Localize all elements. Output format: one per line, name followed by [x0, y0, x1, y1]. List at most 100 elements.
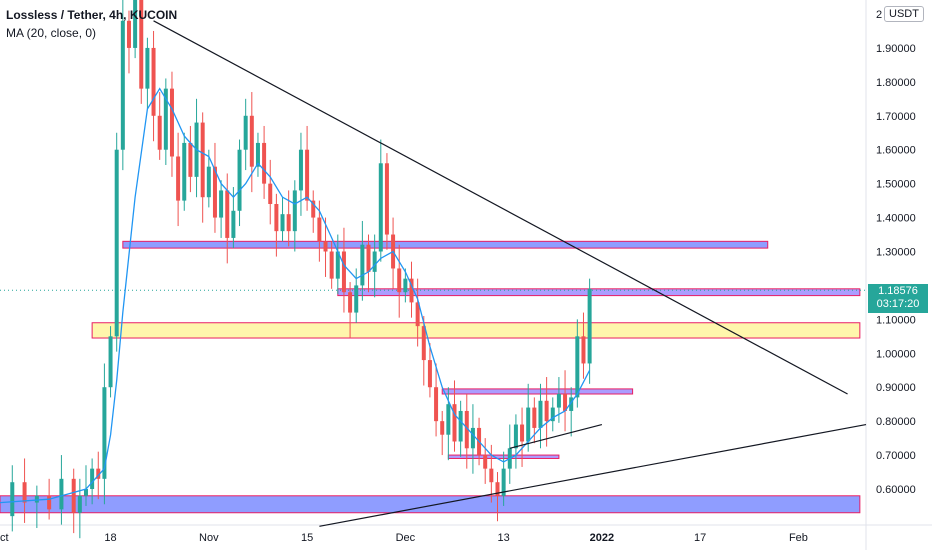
candle-body: [489, 468, 494, 483]
y-tick-label: 1.10000: [876, 314, 916, 326]
candle-body: [102, 387, 107, 479]
x-tick-label: 17: [694, 532, 706, 544]
currency-button[interactable]: USDT: [884, 6, 924, 22]
candle-body: [255, 142, 260, 167]
candle-body: [120, 20, 125, 150]
candle-body: [360, 244, 365, 286]
candle-body: [71, 478, 76, 513]
candle-body: [427, 360, 432, 388]
candle-body: [483, 455, 488, 469]
candle-body: [403, 278, 408, 293]
candle-body: [354, 285, 359, 313]
candle-body: [317, 217, 322, 242]
x-tick-label: Feb: [789, 532, 808, 544]
y-tick-label: 0.70000: [876, 450, 916, 462]
x-tick-label: 15: [301, 532, 313, 544]
zone-0: [122, 240, 769, 249]
y-tick-label: 0.60000: [876, 484, 916, 496]
candle-body: [151, 47, 156, 116]
candle-body: [513, 424, 518, 449]
candle-body: [145, 47, 150, 89]
chart-title: Lossless / Tether, 4h, KUCOIN: [6, 8, 178, 22]
candle-body: [329, 251, 334, 279]
candle-body: [440, 421, 445, 435]
candle-body: [274, 204, 279, 232]
candle-body: [139, 0, 144, 89]
indicator-label: MA (20, close, 0): [6, 26, 97, 40]
candle-body: [77, 495, 82, 513]
candle-body: [397, 268, 402, 293]
ma-line: [0, 87, 591, 504]
y-tick-label: 1.40000: [876, 213, 916, 225]
x-tick-label: Dec: [396, 532, 416, 544]
candle-body: [538, 400, 543, 428]
candle-body: [520, 424, 525, 442]
candle-body: [575, 336, 580, 398]
candle-body: [550, 407, 555, 422]
candle-body: [366, 244, 371, 272]
candle-body: [526, 407, 531, 442]
candle-body: [532, 407, 537, 428]
candle-body: [176, 156, 181, 201]
chart-legend: Lossless / Tether, 4h, KUCOIN MA (20, cl…: [6, 6, 177, 42]
candle-body: [544, 400, 549, 422]
candle-body: [434, 387, 439, 422]
candle-body: [249, 115, 254, 167]
candle-body: [90, 468, 95, 489]
y-tick-label: 1.80000: [876, 77, 916, 89]
candle-body: [470, 427, 475, 449]
candle-body: [47, 495, 52, 510]
candle-body: [169, 88, 174, 157]
candle-body: [59, 478, 64, 510]
candle-body: [34, 495, 39, 503]
x-tick-label: Nov: [199, 532, 219, 544]
bar-countdown: 03:17:20: [876, 298, 920, 310]
candle-body: [243, 115, 248, 150]
candle-body: [587, 288, 592, 364]
last-price-tag: 1.18576 03:17:20: [868, 284, 928, 313]
candle-body: [348, 292, 353, 313]
y-tick-label: 1.70000: [876, 111, 916, 123]
candle-body: [22, 482, 27, 503]
candle-body: [188, 142, 193, 177]
candle-body: [108, 336, 113, 388]
x-tick-label: 2022: [590, 532, 614, 544]
x-tick-label: 18: [104, 532, 116, 544]
y-tick-label: 0.90000: [876, 382, 916, 394]
candle-body: [372, 251, 377, 272]
candle-body: [501, 468, 506, 496]
candle-body: [231, 210, 236, 238]
candle-body: [96, 468, 101, 479]
candle-body: [556, 394, 561, 408]
x-tick-label: ct: [0, 532, 9, 544]
trendline-1: [319, 423, 867, 527]
zone-3: [441, 388, 634, 395]
candle-body: [378, 163, 383, 252]
candle-body: [581, 336, 586, 364]
candle-body: [182, 142, 187, 201]
y-tick-label: 1.30000: [876, 247, 916, 259]
candle-body: [464, 410, 469, 449]
candle-body: [133, 0, 138, 48]
candle-body: [335, 251, 340, 279]
candle-body: [200, 122, 205, 198]
candle-body: [298, 149, 303, 191]
candle-body: [114, 149, 119, 337]
candle-body: [219, 190, 224, 218]
candle-body: [323, 241, 328, 252]
candle-body: [415, 302, 420, 327]
candle-body: [268, 183, 273, 204]
candle-body: [206, 166, 211, 198]
y-tick-label: 1.60000: [876, 145, 916, 157]
candle-body: [409, 278, 414, 303]
trendline-2: [509, 423, 603, 449]
candle-body: [563, 394, 568, 411]
candle-body: [384, 163, 389, 235]
candle-body: [237, 149, 242, 211]
candle-body: [311, 200, 316, 218]
y-tick-label: 2: [876, 9, 882, 21]
x-tick-label: 13: [498, 532, 510, 544]
candle-body: [446, 404, 451, 435]
